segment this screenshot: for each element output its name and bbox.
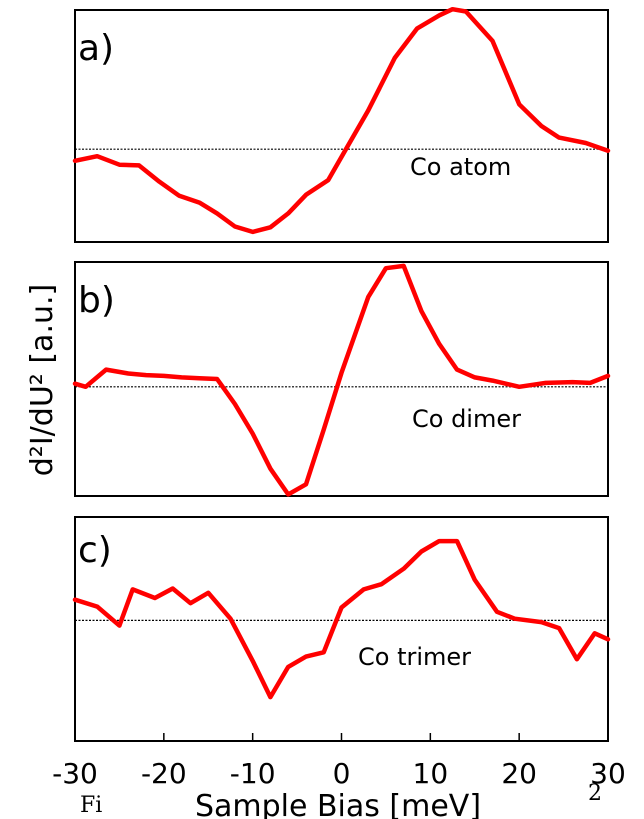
panel-b-curve	[72, 263, 611, 497]
panel-b-frame	[74, 261, 609, 497]
caption-fragment-left: Fi	[80, 793, 102, 818]
x-axis-title: Sample Bias [meV]	[195, 789, 481, 819]
panel-a-label: a)	[78, 28, 114, 69]
panel-a-series-label: Co atom	[410, 153, 511, 181]
x-tick-label: 30	[590, 757, 626, 790]
x-tick-label: 0	[333, 757, 351, 790]
panel-b: b) Co dimer	[72, 261, 611, 497]
panel-a-curve	[72, 6, 611, 235]
x-tick-label: -10	[230, 757, 276, 790]
panel-c-series-label: Co trimer	[358, 643, 471, 671]
x-tick-label: 10	[413, 757, 449, 790]
panel-a: a) Co atom	[72, 6, 611, 243]
panel-c-label: c)	[78, 530, 112, 571]
x-tick-label: -30	[52, 757, 98, 790]
panel-c: c) Co trimer	[72, 516, 611, 742]
x-tick-label: 20	[501, 757, 537, 790]
panel-c-frame	[74, 516, 609, 742]
x-axis-ticks: -30 -20 -10 0 10 20 30	[52, 733, 626, 790]
y-axis-title: d²I/dU² [a.u.]	[25, 284, 60, 476]
panel-a-frame	[74, 9, 609, 243]
panel-b-series-label: Co dimer	[412, 405, 521, 433]
caption-fragment-right: 2	[588, 781, 602, 806]
panel-b-label: b)	[78, 280, 115, 321]
panel-c-curve	[72, 538, 611, 700]
x-tick-label: -20	[141, 757, 187, 790]
